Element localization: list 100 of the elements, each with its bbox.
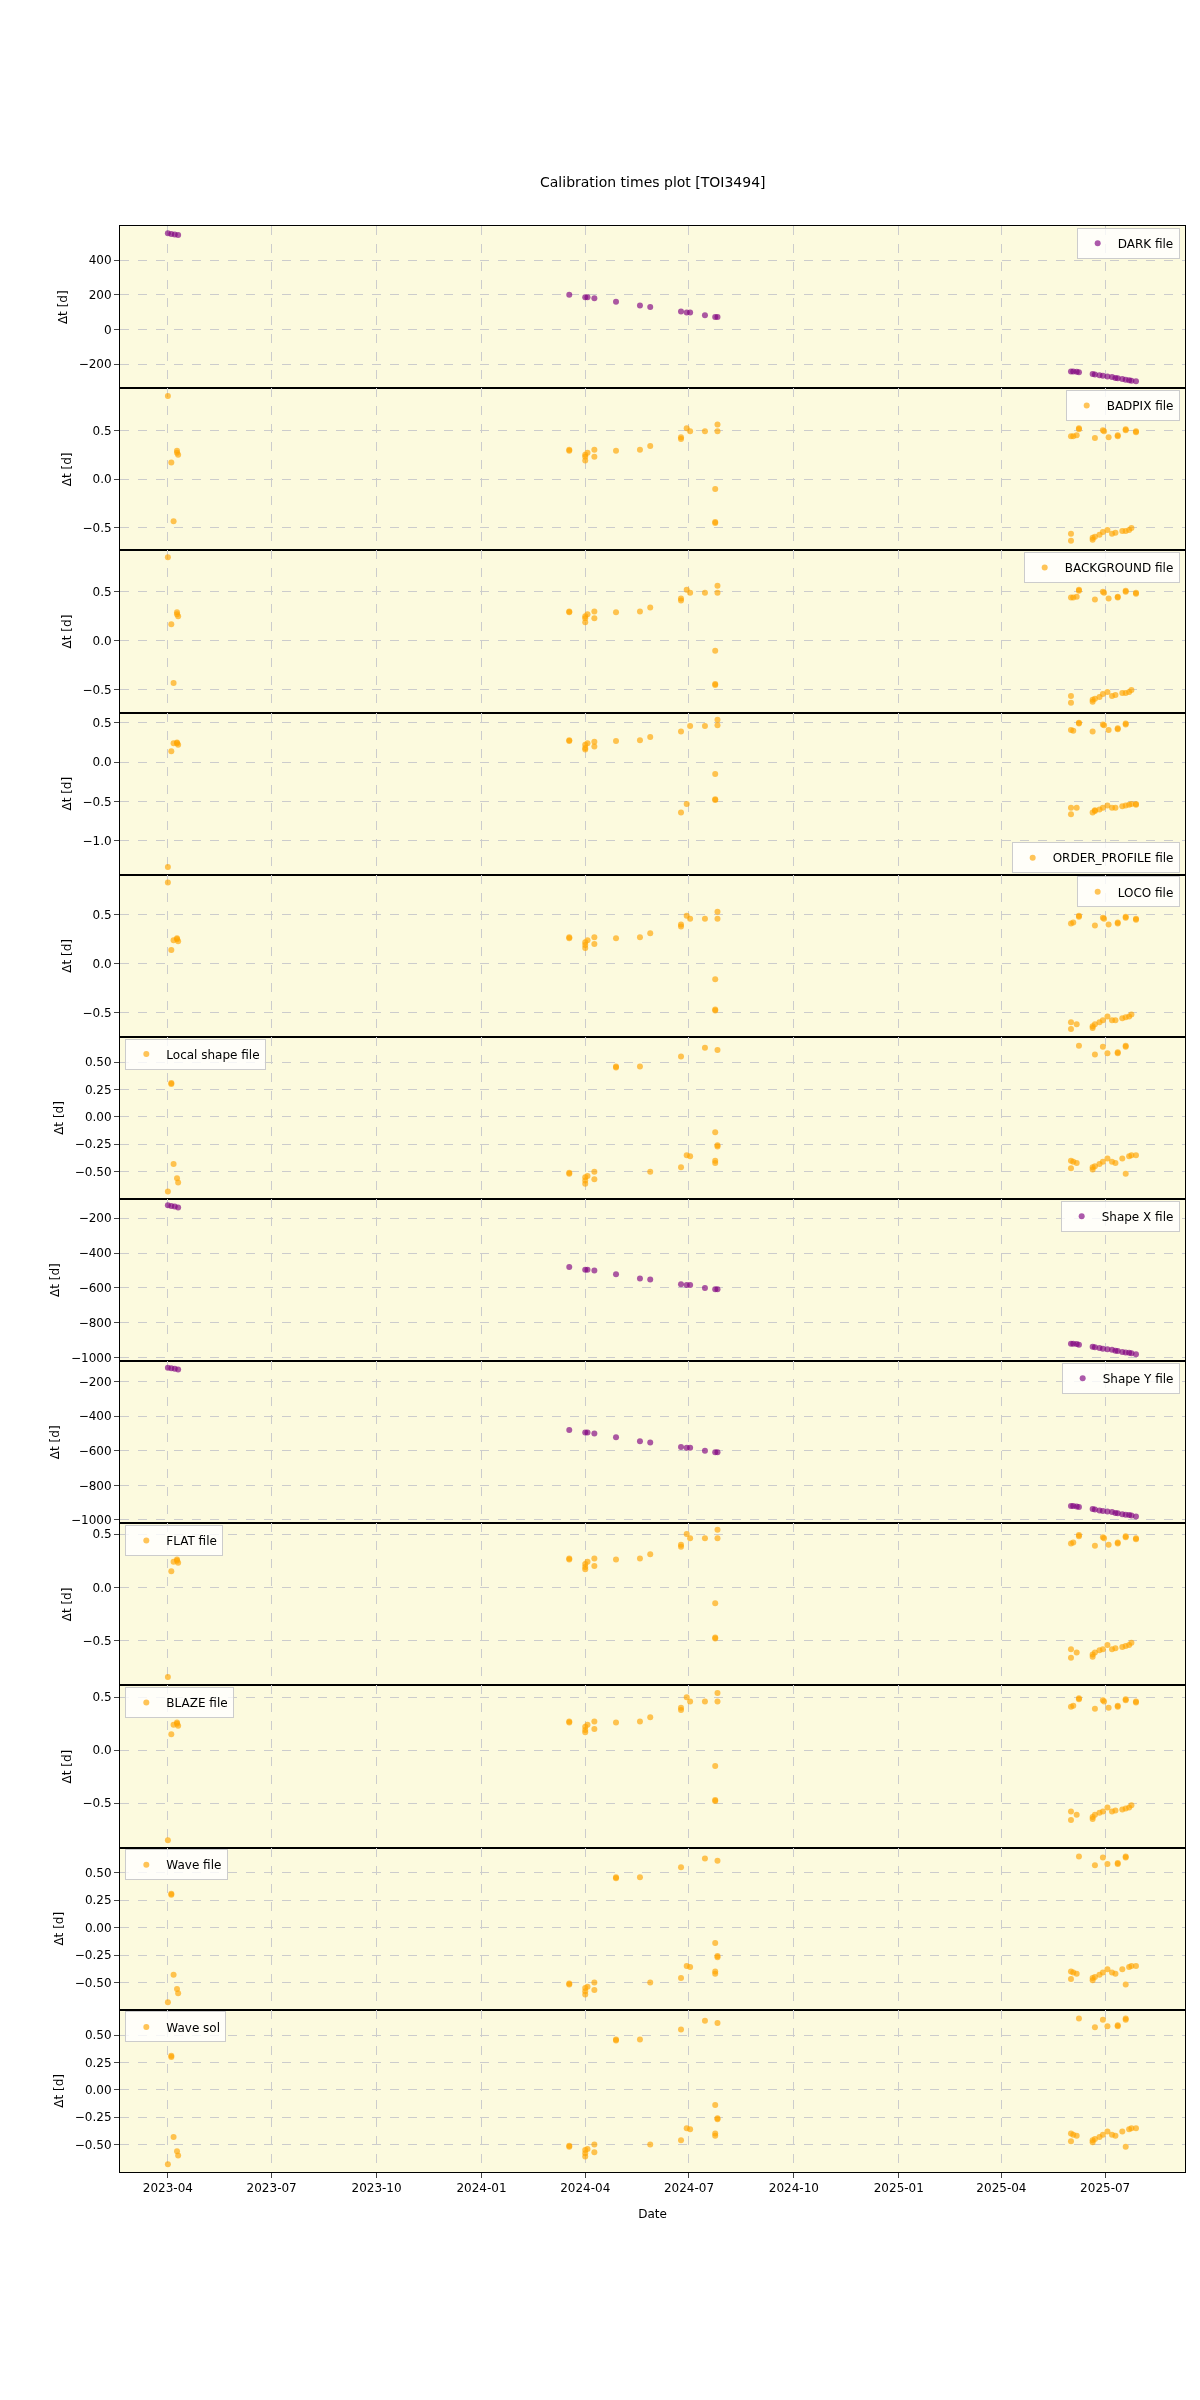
point: [687, 722, 694, 729]
y-tick-label: 0.00: [84, 1920, 112, 1935]
point: [591, 1563, 598, 1570]
point: [1105, 1541, 1112, 1548]
point: [1119, 2128, 1126, 2135]
point: [591, 2149, 598, 2156]
point: [678, 2026, 685, 2033]
point: [175, 1990, 182, 1997]
point: [566, 291, 573, 298]
point: [701, 2017, 708, 2024]
point: [1099, 1854, 1106, 1861]
y-tick-label: −600: [78, 1281, 112, 1296]
point: [1132, 1351, 1139, 1358]
y-axis-title: Δt [d]: [59, 452, 74, 487]
point: [1119, 1155, 1126, 1162]
point: [647, 604, 654, 611]
y-tick-label: −0.25: [74, 1137, 112, 1152]
point: [613, 1271, 620, 1278]
y-tick-label: 0.0: [92, 1743, 112, 1758]
point: [591, 1555, 598, 1562]
y-tick-label: 0.50: [84, 1055, 112, 1070]
point: [591, 1718, 598, 1725]
y-tick-label: −0.50: [74, 2137, 112, 2152]
point: [613, 609, 620, 616]
y-tick-label: 0.5: [92, 423, 112, 438]
point: [1112, 691, 1119, 698]
point: [175, 1204, 182, 1211]
y-axis-title: Δt [d]: [52, 2074, 67, 2108]
point: [687, 428, 694, 435]
point: [714, 1047, 721, 1054]
y-tick-label: 0.5: [92, 908, 112, 922]
y-tick-label: 0.00: [84, 1110, 112, 1125]
point: [1091, 1051, 1098, 1058]
point: [714, 915, 721, 922]
point: [1112, 1970, 1119, 1977]
point: [591, 934, 598, 941]
y-tick-label: 0.0: [92, 1580, 112, 1595]
point: [647, 442, 654, 449]
y-tick-label: −0.5: [82, 683, 112, 698]
point: [613, 447, 620, 454]
point: [591, 446, 598, 453]
point: [168, 459, 175, 466]
legend-label: Local shape file: [166, 1047, 260, 1062]
y-tick-label: −0.5: [82, 1796, 112, 1811]
point: [1091, 1862, 1098, 1869]
point: [678, 728, 685, 735]
y-tick-label: 0.00: [84, 2082, 112, 2097]
point: [687, 1698, 694, 1705]
point: [714, 908, 721, 915]
point: [168, 946, 175, 953]
point: [1112, 529, 1119, 536]
point: [636, 446, 643, 453]
point: [687, 309, 694, 316]
point: [1075, 1042, 1082, 1049]
point: [174, 1175, 181, 1182]
point: [613, 737, 620, 744]
point: [701, 1447, 708, 1454]
point: [1112, 1017, 1119, 1024]
point: [701, 1284, 708, 1291]
point: [164, 554, 171, 561]
point: [712, 1763, 719, 1770]
point: [566, 1427, 573, 1433]
point: [591, 453, 598, 460]
point: [678, 1281, 685, 1288]
point: [170, 2133, 177, 2140]
point: [714, 716, 721, 723]
point: [170, 518, 177, 525]
point: [1112, 804, 1119, 811]
point: [582, 619, 589, 626]
point: [1091, 1542, 1098, 1549]
point: [714, 1689, 721, 1696]
y-tick-label: −0.5: [82, 521, 112, 536]
chart-title: Calibration times plot [TOI3494]: [540, 174, 766, 190]
y-tick-label: 0.5: [92, 716, 112, 731]
point: [591, 1267, 598, 1274]
legend-label: Wave sol: [166, 2020, 221, 2035]
point: [591, 1725, 598, 1732]
point: [1067, 1019, 1074, 1026]
point: [687, 915, 694, 922]
point: [1104, 1050, 1111, 1057]
point: [168, 621, 175, 628]
point: [712, 771, 719, 777]
point: [1119, 1966, 1126, 1973]
y-tick-label: 0.0: [92, 755, 112, 770]
y-axis-title: Δt [d]: [52, 1101, 67, 1135]
y-tick-label: −0.25: [74, 2110, 112, 2125]
point: [566, 1264, 573, 1271]
y-axis-title: Δt [d]: [48, 1263, 63, 1297]
point: [687, 1153, 694, 1160]
point: [1104, 2128, 1111, 2135]
point: [1105, 1704, 1112, 1711]
point: [647, 930, 654, 937]
y-tick-label: −600: [78, 1443, 112, 1458]
point: [647, 303, 654, 310]
point: [1104, 688, 1111, 695]
point: [1104, 2023, 1111, 2030]
point: [1122, 2143, 1129, 2150]
y-axis-title: Δt [d]: [59, 1749, 74, 1784]
point: [164, 1673, 171, 1680]
point: [168, 1731, 175, 1738]
